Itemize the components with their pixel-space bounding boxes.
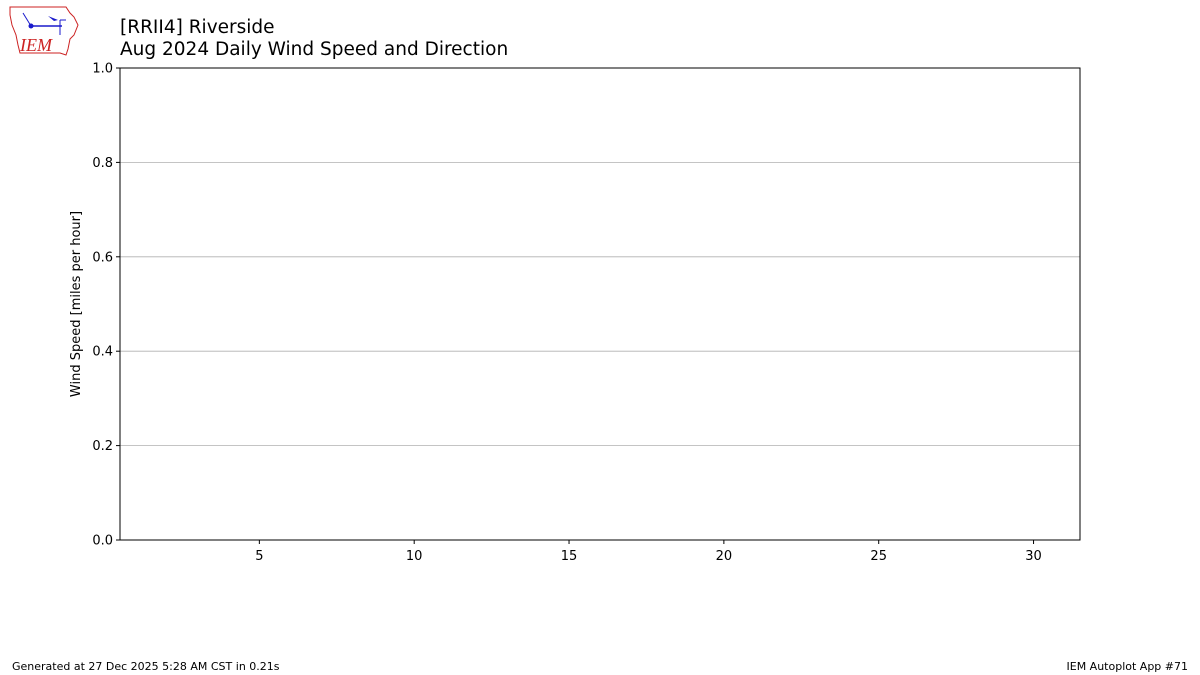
y-tick-label: 0.0 xyxy=(92,534,113,549)
x-tick-label: 25 xyxy=(870,549,887,564)
chart-title-line1: [RRII4] Riverside xyxy=(120,17,275,38)
chart-title-line2: Aug 2024 Daily Wind Speed and Direction xyxy=(120,39,509,60)
x-tick-label: 10 xyxy=(406,549,423,564)
y-tick-label: 0.8 xyxy=(92,156,113,171)
plot-frame xyxy=(119,67,1081,541)
iem-logo-graphic: IEM xyxy=(9,6,79,56)
x-tick-label: 20 xyxy=(716,549,733,564)
y-tick-label: 1.0 xyxy=(92,62,113,77)
y-tick-label: 0.2 xyxy=(92,439,113,454)
y-tick-label: 0.6 xyxy=(92,250,113,265)
x-tick-label: 30 xyxy=(1025,549,1042,564)
x-tick-label: 15 xyxy=(561,549,578,564)
x-tick-label: 5 xyxy=(255,549,263,564)
footer-app: IEM Autoplot App #71 xyxy=(1066,660,1189,673)
y-tick-label: 0.4 xyxy=(92,345,113,360)
svg-text:IEM: IEM xyxy=(19,35,53,55)
iem-logo: IEM xyxy=(8,5,80,59)
footer-generated: Generated at 27 Dec 2025 5:28 AM CST in … xyxy=(12,660,280,673)
y-axis-label: Wind Speed [miles per hour] xyxy=(69,211,84,397)
